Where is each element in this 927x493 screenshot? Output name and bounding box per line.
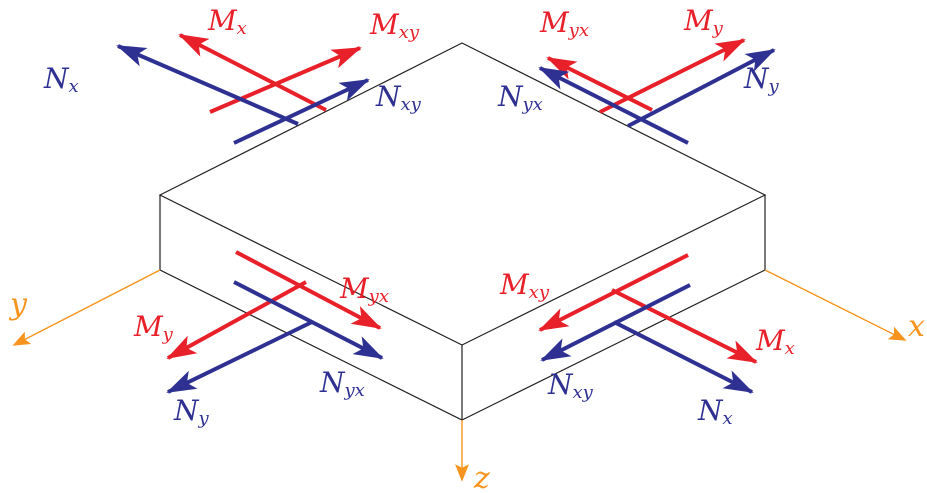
Myx-arrow-top-right xyxy=(546,56,653,112)
label-top-right-Myx: Myx xyxy=(539,6,589,41)
x-axis-line xyxy=(764,269,907,341)
plate xyxy=(158,42,767,421)
label-top-right-Nyx: Nyx xyxy=(497,80,543,115)
Ny-arrow-top-right xyxy=(627,48,776,128)
y-axis-label: y xyxy=(8,287,28,322)
plate-right-side xyxy=(461,195,766,421)
bottom-left-arrows xyxy=(166,250,384,394)
Nyx-arrow-top-right xyxy=(538,66,689,145)
label-bottom-right-Mxy: Mxy xyxy=(499,268,550,303)
Mx-arrow-top-left xyxy=(178,33,327,112)
My-arrow-top-right xyxy=(599,38,746,114)
Nx-arrow-top-left xyxy=(116,44,299,126)
label-top-left-Nxy: Nxy xyxy=(375,80,422,115)
label-bottom-left-Myx: Myx xyxy=(339,272,389,307)
Nx-arrow-bottom-right xyxy=(613,320,754,394)
label-top-right-Ny: Ny xyxy=(743,62,780,97)
Ny-arrow-bottom-left xyxy=(166,320,313,394)
label-top-right-My: My xyxy=(683,4,724,39)
Nxy-arrow-top-left xyxy=(233,78,370,145)
label-top-left-Nx: Nx xyxy=(43,62,79,97)
z-axis-label: z xyxy=(473,461,490,493)
label-top-left-Mx: Mx xyxy=(207,4,247,39)
label-bottom-right-Nxy: Nxy xyxy=(547,368,594,403)
label-top-left-Mxy: Mxy xyxy=(369,8,420,43)
Nyx-arrow-bottom-left xyxy=(233,280,384,360)
top-left-arrows xyxy=(116,33,370,145)
axes xyxy=(12,269,907,482)
plate-top-face xyxy=(158,42,767,346)
label-bottom-right-Mx: Mx xyxy=(755,324,795,359)
label-bottom-right-Nx: Nx xyxy=(697,394,733,429)
Mx-arrow-bottom-right xyxy=(611,288,758,364)
My-arrow-bottom-left xyxy=(166,280,307,360)
label-bottom-left-My: My xyxy=(133,310,174,345)
top-right-arrows xyxy=(538,38,776,145)
Mxy-arrow-top-left xyxy=(209,46,362,114)
label-bottom-left-Ny: Ny xyxy=(173,394,210,429)
x-axis-label: x xyxy=(908,309,925,344)
y-axis-line xyxy=(12,269,161,346)
label-bottom-left-Nyx: Nyx xyxy=(319,366,365,401)
Myx-arrow-bottom-left xyxy=(235,250,382,330)
plate-left-side xyxy=(159,195,463,421)
bottom-right-arrows xyxy=(538,253,758,394)
